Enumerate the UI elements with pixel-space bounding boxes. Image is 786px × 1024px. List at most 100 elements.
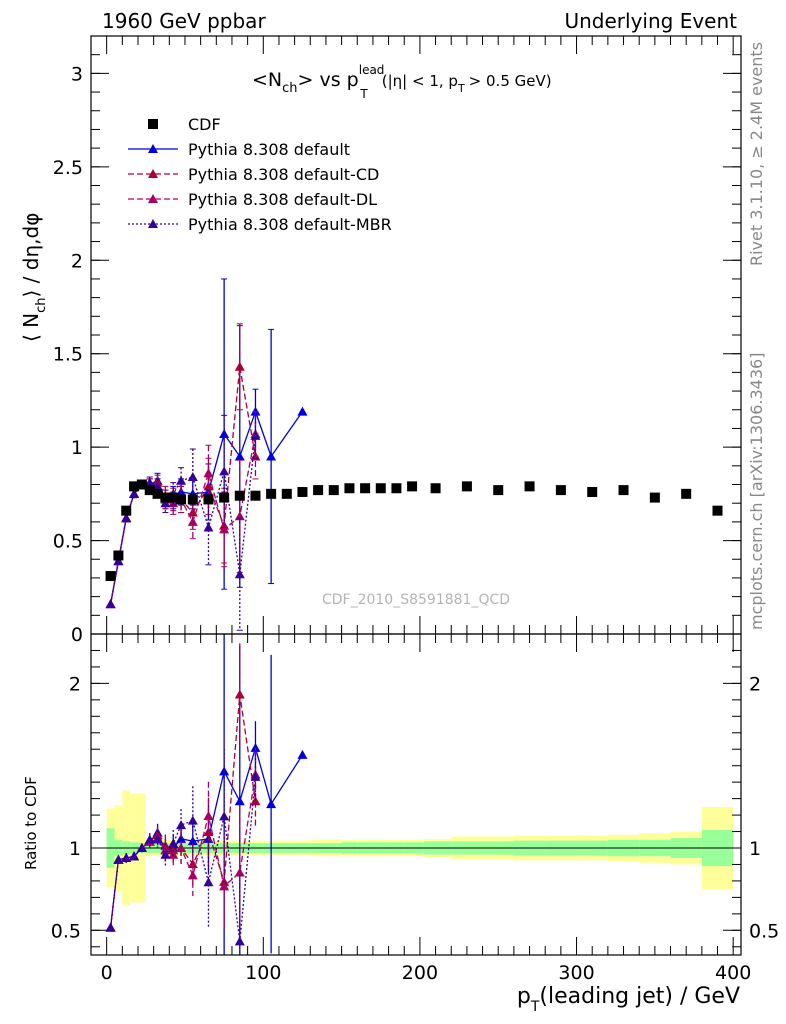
ratio-series-point bbox=[113, 854, 124, 864]
title-vs: > vs p bbox=[298, 69, 359, 91]
ratio-series-point bbox=[129, 851, 140, 861]
data-point bbox=[524, 481, 535, 492]
data-point bbox=[493, 485, 504, 496]
y-tick-label: 2 bbox=[71, 250, 83, 272]
ratio-series-point bbox=[136, 843, 147, 852]
ratio-tick-label: 1 bbox=[69, 838, 81, 860]
data-point bbox=[187, 494, 198, 505]
header-left: 1960 GeV ppbar bbox=[102, 9, 266, 33]
data-point bbox=[144, 485, 155, 496]
y-tick-label: 3 bbox=[71, 63, 83, 85]
legend-label: CDF bbox=[188, 115, 221, 134]
data-point bbox=[297, 486, 308, 497]
series-point bbox=[297, 406, 308, 416]
y-tick-label: 0.5 bbox=[53, 531, 83, 553]
data-point bbox=[587, 486, 598, 497]
series-point bbox=[129, 488, 140, 498]
ratio-series-point bbox=[203, 810, 214, 820]
data-point bbox=[250, 490, 261, 501]
ratio-series-point bbox=[219, 881, 230, 891]
y-tick-label: 1 bbox=[71, 437, 83, 459]
series-line bbox=[109, 435, 257, 605]
series-point bbox=[187, 507, 198, 517]
ratio-series-point bbox=[297, 749, 308, 759]
legend-marker bbox=[148, 144, 158, 153]
x-label-p: p bbox=[517, 984, 531, 1009]
series-line bbox=[109, 433, 257, 605]
legend-label: Pythia 8.308 default-MBR bbox=[188, 215, 392, 234]
ratio-series-point bbox=[250, 742, 261, 752]
ratio-series-point bbox=[121, 852, 132, 862]
series-point bbox=[187, 472, 198, 482]
data-point bbox=[168, 492, 179, 503]
data-point bbox=[136, 479, 147, 490]
legend-marker bbox=[148, 219, 158, 228]
data-point bbox=[649, 492, 660, 503]
data-point bbox=[344, 483, 355, 494]
data-point bbox=[176, 494, 187, 505]
data-point bbox=[219, 492, 230, 503]
ratio-series-point bbox=[144, 834, 155, 844]
ratio-tick-label-right: 0.5 bbox=[749, 920, 779, 942]
title-ch: ch bbox=[282, 81, 297, 96]
ratio-series-point bbox=[203, 877, 214, 887]
x-tick-label: 0 bbox=[101, 962, 113, 984]
x-label-sub: T bbox=[530, 999, 540, 1015]
ratio-series-point bbox=[266, 799, 277, 809]
legend-marker bbox=[148, 169, 158, 178]
ratio-series-point bbox=[160, 849, 171, 859]
data-point bbox=[160, 492, 171, 503]
ratio-series-point bbox=[176, 843, 187, 852]
y-tick-label: 1.5 bbox=[53, 344, 83, 366]
data-point bbox=[391, 483, 402, 494]
ratio-series-point bbox=[219, 766, 230, 776]
data-point bbox=[203, 494, 214, 505]
chart-title: <Nch> vs plead T(|η| < 1, pT > 0.5 GeV) bbox=[252, 63, 552, 101]
x-axis-label: pT(leading jet) / GeV bbox=[517, 984, 740, 1015]
ratio-series-point bbox=[187, 815, 198, 825]
y-label-close: ⟩ / dη,dφ bbox=[19, 213, 43, 298]
legend-label: Pythia 8.308 default bbox=[188, 140, 350, 159]
series-point bbox=[160, 498, 171, 508]
ratio-series-point bbox=[250, 771, 261, 781]
series-point bbox=[121, 513, 132, 523]
y-label-open: ⟨ N bbox=[19, 313, 43, 342]
series-point bbox=[219, 524, 230, 534]
legend-marker bbox=[148, 194, 158, 203]
data-point bbox=[328, 485, 339, 496]
title-lead: lead bbox=[359, 63, 385, 77]
ratio-bands bbox=[91, 790, 741, 906]
series-point bbox=[250, 430, 261, 440]
series-point bbox=[234, 569, 245, 579]
series-point bbox=[187, 516, 198, 526]
title-cut: (|η| < 1, p bbox=[382, 72, 458, 90]
mcplots-label: mcplots.cern.ch [arXiv:1306.3436] bbox=[747, 353, 766, 630]
legend-label: Pythia 8.308 default-CD bbox=[188, 165, 379, 184]
data-point bbox=[407, 481, 418, 492]
series-point bbox=[219, 429, 230, 439]
data-point bbox=[113, 550, 124, 561]
data-point bbox=[121, 505, 132, 516]
ratio-series-point bbox=[234, 796, 245, 806]
header-right: Underlying Event bbox=[564, 9, 737, 33]
data-point bbox=[375, 483, 386, 494]
series-point bbox=[219, 466, 230, 476]
series-point bbox=[113, 556, 124, 566]
data-point bbox=[152, 488, 163, 499]
ratio-tick-label-right: 1 bbox=[749, 838, 761, 860]
ratio-series-point bbox=[187, 870, 198, 880]
main-series bbox=[105, 278, 723, 631]
data-point bbox=[105, 571, 116, 582]
x-tick-label: 100 bbox=[245, 962, 281, 984]
title-cut-close: > 0.5 GeV) bbox=[469, 72, 552, 90]
y-axis-label: ⟨ Nch⟩ / dη,dφ bbox=[19, 213, 49, 342]
ratio-tick-label-right: 2 bbox=[749, 673, 761, 695]
panel-frames bbox=[90, 35, 742, 956]
main-panel-ticks: 0 0.5 1 1.5 2 2.5 3 bbox=[53, 35, 741, 646]
legend: CDF Pythia 8.308 default Pythia 8.308 defa… bbox=[128, 115, 392, 234]
data-point bbox=[266, 488, 277, 499]
ratio-series-point bbox=[234, 689, 245, 699]
ratio-series-point bbox=[152, 834, 163, 844]
data-point bbox=[313, 485, 324, 496]
ratio-series-point bbox=[234, 867, 245, 877]
